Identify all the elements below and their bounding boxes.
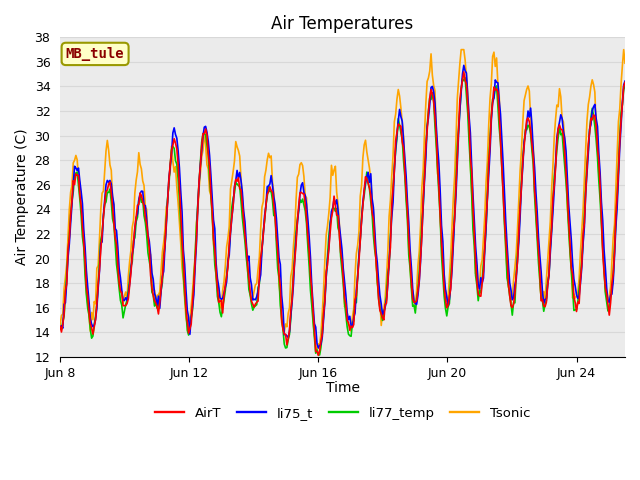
- Legend: AirT, li75_t, li77_temp, Tsonic: AirT, li75_t, li77_temp, Tsonic: [150, 402, 536, 425]
- Tsonic: [385, 214, 393, 219]
- AirT: [385, 258, 393, 264]
- AirT: [100, 215, 108, 220]
- li75_t: [506, 280, 513, 286]
- Tsonic: [458, 47, 465, 52]
- Tsonic: [313, 348, 321, 354]
- li75_t: [385, 260, 393, 265]
- Line: li75_t: li75_t: [60, 65, 625, 348]
- AirT: [449, 230, 457, 236]
- AirT: [621, 80, 629, 85]
- li77_temp: [56, 325, 64, 331]
- li75_t: [314, 345, 322, 351]
- li75_t: [56, 324, 64, 330]
- Tsonic: [56, 322, 64, 327]
- AirT: [577, 276, 584, 282]
- AirT: [494, 89, 502, 95]
- Line: li77_temp: li77_temp: [60, 78, 625, 355]
- AirT: [314, 352, 322, 358]
- AirT: [56, 324, 64, 329]
- Tsonic: [494, 81, 502, 86]
- li75_t: [494, 80, 502, 86]
- AirT: [460, 69, 468, 75]
- li77_temp: [506, 293, 513, 299]
- li77_temp: [316, 352, 323, 358]
- li77_temp: [449, 238, 457, 244]
- Y-axis label: Air Temperature (C): Air Temperature (C): [15, 129, 29, 265]
- li75_t: [621, 78, 629, 84]
- li77_temp: [577, 276, 584, 281]
- Tsonic: [621, 60, 629, 66]
- li75_t: [100, 213, 108, 218]
- Tsonic: [506, 287, 513, 293]
- AirT: [506, 292, 513, 298]
- li75_t: [460, 62, 468, 68]
- li75_t: [449, 241, 457, 247]
- X-axis label: Time: Time: [326, 381, 360, 395]
- li77_temp: [461, 75, 469, 81]
- Text: MB_tule: MB_tule: [66, 47, 124, 61]
- li75_t: [577, 280, 584, 286]
- Line: AirT: AirT: [60, 72, 625, 355]
- li77_temp: [100, 213, 108, 219]
- Tsonic: [577, 249, 584, 255]
- Title: Air Temperatures: Air Temperatures: [271, 15, 413, 33]
- li77_temp: [385, 264, 393, 269]
- Line: Tsonic: Tsonic: [60, 49, 625, 351]
- li77_temp: [621, 83, 629, 89]
- li77_temp: [494, 103, 502, 108]
- Tsonic: [100, 188, 108, 194]
- Tsonic: [449, 195, 457, 201]
